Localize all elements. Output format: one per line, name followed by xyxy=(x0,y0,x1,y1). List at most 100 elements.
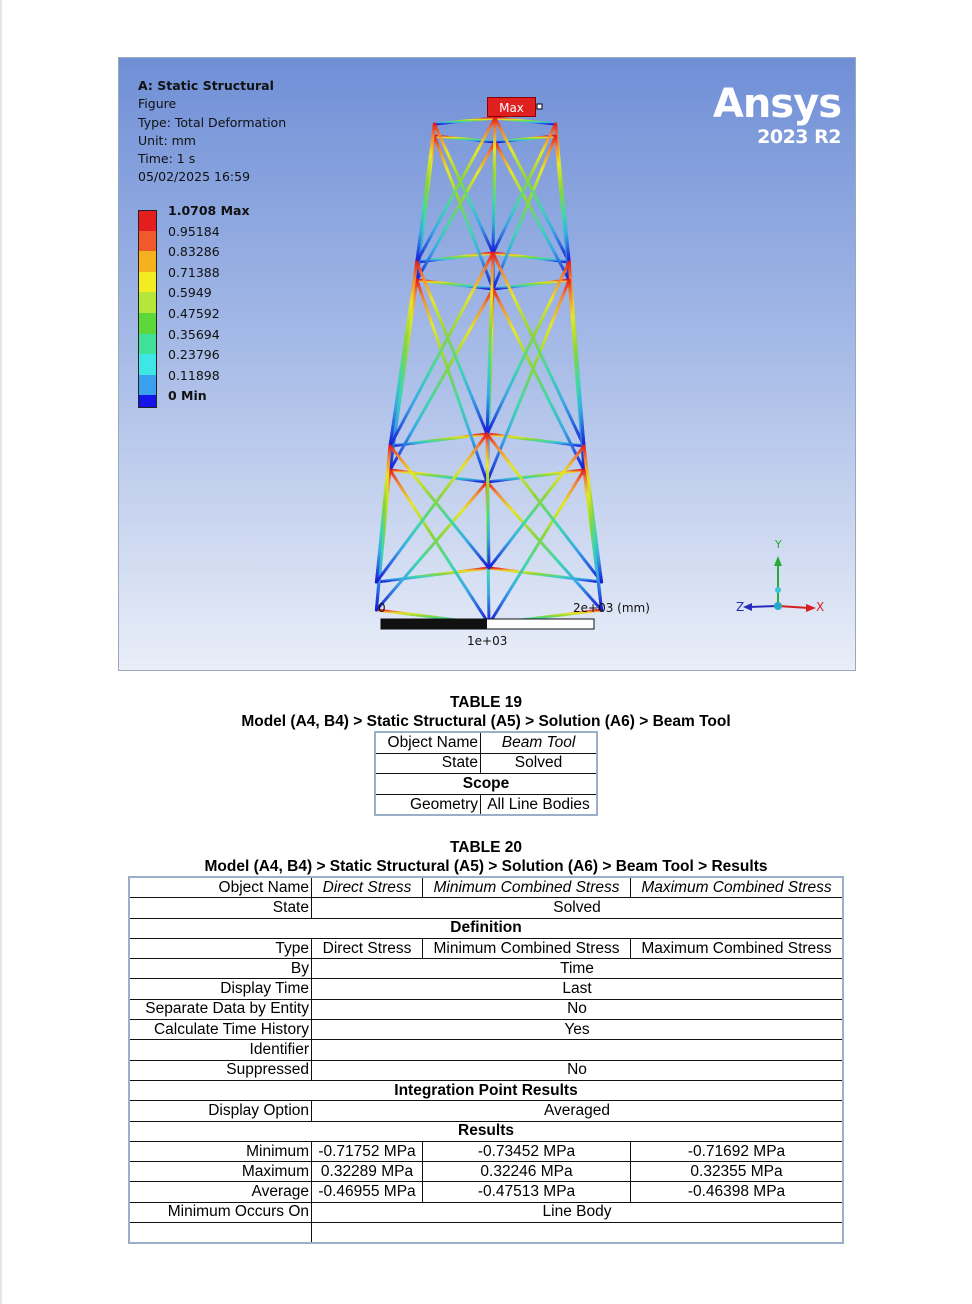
beam-member xyxy=(491,287,586,472)
beam-member xyxy=(415,278,495,291)
scale-end-label: 2e+03 (mm) xyxy=(573,601,650,615)
row-value: -0.71692 MPa xyxy=(630,1140,844,1163)
legend-swatch xyxy=(138,395,157,409)
table-row: Minimum Occurs On Line Body xyxy=(128,1201,844,1224)
table-row: Display Option Averaged xyxy=(128,1100,844,1122)
row-value: Last xyxy=(311,978,844,1000)
tower-model xyxy=(374,103,816,630)
beam-member xyxy=(388,468,489,484)
row-label: By xyxy=(128,958,312,980)
row-label: Calculate Time History xyxy=(128,1019,312,1041)
row-label: Maximum xyxy=(128,1161,312,1183)
beam-member xyxy=(485,251,495,436)
table-row: State Solved xyxy=(374,752,598,775)
legend-swatch xyxy=(138,210,157,231)
analysis-title: A: Static Structural xyxy=(138,78,274,93)
table20-caption: TABLE 20 xyxy=(449,839,523,856)
row-value: -0.73452 MPa xyxy=(422,1140,631,1163)
beam-member xyxy=(582,468,604,584)
row-label: Average xyxy=(128,1181,312,1203)
table-row: Display Time Last xyxy=(128,978,844,1000)
info-line: Unit: mm xyxy=(138,132,196,148)
row-value: No xyxy=(311,998,844,1021)
legend-label: 0.23796 xyxy=(168,347,220,363)
table-row: Object Name Direct Stress Minimum Combin… xyxy=(128,876,844,899)
table19-path: Model (A4, B4) > Static Structural (A5) … xyxy=(241,713,731,730)
table-row: Definition xyxy=(128,917,844,939)
beam-member xyxy=(485,432,586,448)
beam-member xyxy=(493,116,571,264)
deformation-figure: A: Static Structural Figure Type: Total … xyxy=(118,57,856,671)
info-line: 05/02/2025 16:59 xyxy=(138,169,251,185)
table19: Object Name Beam Tool State Solved Scope… xyxy=(374,731,598,817)
beam-member xyxy=(491,251,586,448)
table-row: Minimum -0.71752 MPa -0.73452 MPa -0.716… xyxy=(128,1140,844,1163)
row-value: 0.32246 MPa xyxy=(422,1161,631,1183)
beam-member xyxy=(491,134,558,291)
legend-swatch xyxy=(138,292,157,313)
table-row: Identifier xyxy=(128,1039,844,1061)
row-value: Yes xyxy=(311,1019,844,1041)
result-info: A: Static Structural Figure Type: Total … xyxy=(138,77,286,187)
table-row xyxy=(128,1222,843,1244)
row-value: No xyxy=(311,1059,844,1081)
page-edge xyxy=(0,0,2,1304)
axis-y-label: Y xyxy=(775,538,782,551)
legend-label: 0.71388 xyxy=(168,264,220,280)
row-value: Beam Tool xyxy=(480,731,598,754)
table20: Object Name Direct Stress Minimum Combin… xyxy=(128,876,844,1245)
section-header: Integration Point Results xyxy=(128,1079,844,1102)
max-probe-point xyxy=(536,103,543,110)
beam-member xyxy=(415,122,436,264)
row-value: -0.47513 MPa xyxy=(422,1181,631,1203)
table-row: Suppressed No xyxy=(128,1059,844,1081)
max-probe-tag: Max xyxy=(487,97,536,117)
row-label: Display Time xyxy=(128,978,312,1000)
legend-label: 0 Min xyxy=(168,388,207,404)
legend-swatch xyxy=(138,354,157,375)
beam-member xyxy=(485,432,491,570)
row-value: Minimum Combined Stress xyxy=(422,876,631,899)
beam-member xyxy=(487,444,586,570)
beam-member xyxy=(491,122,558,255)
row-value: 0.32289 MPa xyxy=(311,1161,423,1183)
row-label: Separate Data by Entity xyxy=(128,998,312,1021)
beam-member xyxy=(432,134,497,144)
row-label: State xyxy=(374,752,481,775)
table-row: State Solved xyxy=(128,897,844,919)
beam-member xyxy=(374,432,489,584)
row-label xyxy=(128,1222,312,1244)
row-label: Type xyxy=(128,937,312,960)
scale-bar xyxy=(380,618,595,630)
beam-member xyxy=(432,122,495,255)
legend-swatch xyxy=(138,374,157,396)
legend-swatch xyxy=(138,271,157,293)
table-row: Average -0.46955 MPa -0.47513 MPa -0.463… xyxy=(128,1181,844,1203)
beam-member xyxy=(415,116,497,264)
row-value: 0.32355 MPa xyxy=(630,1161,844,1183)
table-row: Separate Data by Entity No xyxy=(128,998,844,1021)
beam-member xyxy=(374,480,489,612)
table-row: Object Name Beam Tool xyxy=(374,731,598,754)
info-line: Time: 1 s xyxy=(138,151,196,167)
axis-triad xyxy=(743,556,816,612)
beam-member xyxy=(567,278,586,448)
legend-swatch xyxy=(138,230,157,252)
row-value: Direct Stress xyxy=(311,937,423,960)
legend-label: 0.83286 xyxy=(168,244,220,260)
legend-label: 1.0708 Max xyxy=(168,203,250,218)
row-value: Maximum Combined Stress xyxy=(630,876,844,899)
info-line: Type: Total Deformation xyxy=(138,114,287,130)
row-value: Solved xyxy=(480,752,598,775)
beam-member xyxy=(485,278,571,484)
beam-member xyxy=(485,432,604,584)
beam-member xyxy=(554,134,571,264)
legend-border xyxy=(138,210,157,409)
legend-label: 0.95184 xyxy=(168,223,220,239)
beam-member xyxy=(388,468,491,626)
row-label: Minimum Occurs On xyxy=(128,1201,312,1224)
row-value xyxy=(311,1222,843,1244)
beam-member xyxy=(432,134,495,291)
legend-swatch xyxy=(138,251,157,272)
beam-member xyxy=(432,116,497,126)
